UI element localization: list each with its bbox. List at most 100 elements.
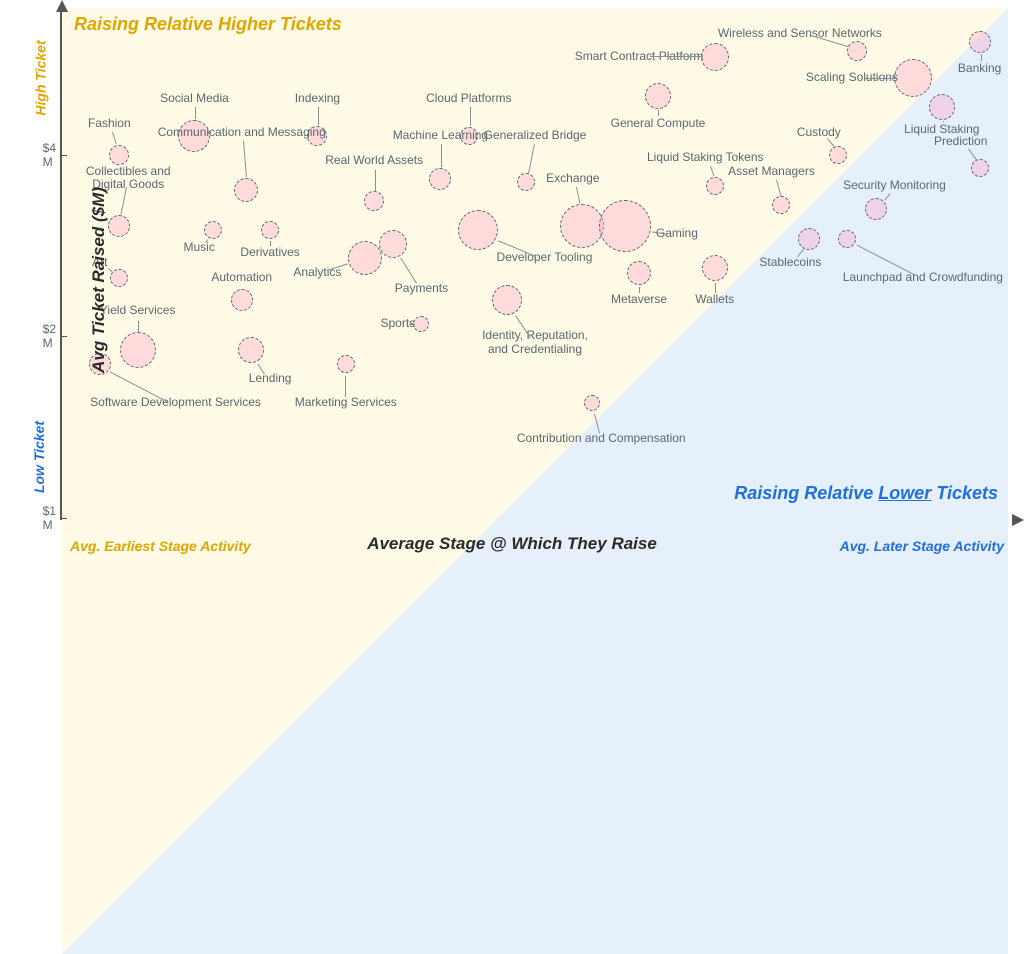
leader-line bbox=[441, 144, 442, 167]
bubble bbox=[772, 196, 790, 214]
bubble-label: Communication and Messaging bbox=[158, 126, 326, 140]
bubble-label: Metaverse bbox=[611, 293, 667, 307]
leader-line bbox=[400, 258, 417, 284]
bubble-label: Marketing Services bbox=[291, 396, 401, 410]
leader-line bbox=[243, 141, 247, 177]
leader-line bbox=[710, 166, 715, 177]
bubble bbox=[458, 210, 498, 250]
x-axis-left-label: Avg. Earliest Stage Activity bbox=[70, 538, 251, 554]
bubble-label: Generalized Bridge bbox=[484, 129, 587, 143]
bubble-label: Automation bbox=[211, 271, 272, 285]
bubble-label: Exchange bbox=[546, 172, 599, 186]
quadrant-upper-label: Raising Relative Higher Tickets bbox=[74, 14, 342, 35]
bubble bbox=[971, 159, 989, 177]
bubble-label: Wallets bbox=[695, 293, 734, 307]
x-axis-title: Average Stage @ Which They Raise bbox=[367, 534, 657, 554]
y-tick: $4 M bbox=[43, 141, 56, 169]
leader-line bbox=[981, 54, 982, 61]
leader-line bbox=[776, 180, 782, 196]
bubble-label: Launchpad and Crowdfunding bbox=[843, 271, 1003, 285]
bubble-label: Contribution and Compensation bbox=[517, 432, 686, 446]
leader-line bbox=[409, 324, 414, 325]
bubble bbox=[348, 241, 382, 275]
leader-line bbox=[864, 78, 896, 79]
bubble bbox=[413, 316, 429, 332]
bubble bbox=[120, 332, 156, 368]
bubble bbox=[261, 221, 279, 239]
scatter-plot: $1 M$2 M$4 MSocial MediaFashionIndexingC… bbox=[60, 8, 1008, 520]
bubble bbox=[231, 289, 253, 311]
bubble-label: Yield Services bbox=[100, 304, 176, 318]
leader-line bbox=[884, 193, 891, 201]
bubble bbox=[108, 215, 130, 237]
bubble bbox=[379, 230, 407, 258]
y-tick: $1 M bbox=[43, 504, 56, 532]
leader-line bbox=[827, 139, 834, 147]
bubble bbox=[847, 41, 867, 61]
bubble bbox=[109, 145, 129, 165]
bubble-label: Stablecoins bbox=[759, 256, 821, 270]
bubble bbox=[969, 31, 991, 53]
leader-line bbox=[195, 107, 196, 119]
y-axis-high-label: High Ticket bbox=[33, 40, 49, 115]
bubble-label: Cloud Platforms bbox=[426, 92, 511, 106]
bubble-label: Custody bbox=[797, 126, 841, 140]
bubble bbox=[429, 168, 451, 190]
leader-line bbox=[968, 148, 977, 160]
bubble bbox=[204, 221, 222, 239]
bubble-label: Smart Contract Platform bbox=[575, 50, 704, 64]
bubble bbox=[865, 198, 887, 220]
x-axis-right-label: Avg. Later Stage Activity bbox=[840, 538, 1004, 554]
bubble bbox=[337, 355, 355, 373]
bubble bbox=[701, 43, 729, 71]
bubble bbox=[234, 178, 258, 202]
leader-line bbox=[270, 241, 271, 246]
leader-line bbox=[345, 375, 346, 396]
bubble-label: Fashion bbox=[88, 117, 131, 131]
y-axis-title: Avg Ticket Raised ($M) bbox=[89, 187, 109, 373]
plot-background bbox=[62, 8, 1008, 954]
bubble-label: General Compute bbox=[611, 117, 706, 131]
bubble-label: Prediction bbox=[934, 135, 987, 149]
bubble bbox=[599, 200, 651, 252]
leader-line bbox=[576, 187, 580, 204]
bubble bbox=[829, 146, 847, 164]
bubble-label: Identity, Reputation, and Credentialing bbox=[480, 329, 590, 357]
leader-line bbox=[528, 144, 535, 173]
bubble-label: Security Monitoring bbox=[843, 179, 946, 193]
bubble-label: Social Media bbox=[160, 92, 229, 106]
bubble-label: Software Development Services bbox=[90, 396, 261, 410]
bubble bbox=[627, 261, 651, 285]
leader-line bbox=[138, 321, 139, 333]
bubble bbox=[238, 337, 264, 363]
bubble-label: Asset Managers bbox=[728, 165, 815, 179]
leader-line bbox=[715, 283, 716, 293]
bubble-label: Gaming bbox=[656, 228, 698, 242]
bubble-label: Music bbox=[183, 241, 214, 255]
bubble bbox=[560, 204, 604, 248]
bubble bbox=[492, 285, 522, 315]
bubble-label: Banking bbox=[958, 62, 1001, 76]
bubble bbox=[838, 230, 856, 248]
bubble bbox=[894, 59, 932, 97]
leader-line bbox=[112, 132, 117, 145]
bubble-label: Developer Tooling bbox=[497, 251, 593, 265]
bubble bbox=[364, 191, 384, 211]
bubble-label: Payments bbox=[395, 282, 448, 296]
leader-line bbox=[375, 170, 376, 191]
bubble bbox=[702, 255, 728, 281]
bubble bbox=[706, 177, 724, 195]
bubble bbox=[929, 94, 955, 120]
leader-line bbox=[470, 107, 471, 126]
bubble-label: Indexing bbox=[295, 92, 340, 106]
bubble bbox=[798, 228, 820, 250]
bubble-label: Real World Assets bbox=[325, 154, 423, 168]
y-axis-low-label: Low Ticket bbox=[31, 421, 47, 493]
bubble-label: Lending bbox=[249, 372, 292, 386]
bubble-label: Machine Learning bbox=[393, 129, 488, 143]
bubble bbox=[645, 83, 671, 109]
quadrant-lower-label: Raising Relative Lower Tickets bbox=[734, 483, 998, 504]
y-tick: $2 M bbox=[43, 322, 56, 350]
bubble-label: Derivatives bbox=[240, 246, 299, 260]
bubble-label: Wireless and Sensor Networks bbox=[718, 27, 882, 41]
